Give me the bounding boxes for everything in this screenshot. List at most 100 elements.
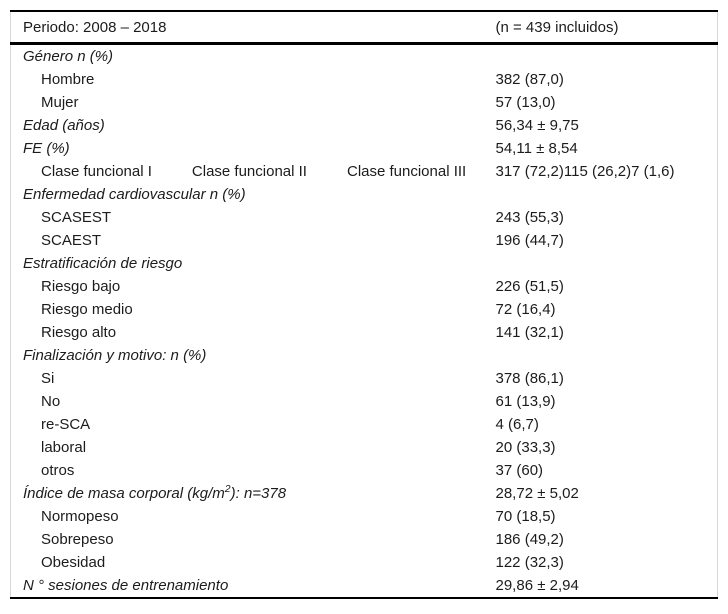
row-label-cell: Hombre <box>11 68 496 91</box>
table-row: Género n (%) <box>11 44 718 69</box>
table-row: Índice de masa corporal (kg/m2): n=378 28… <box>11 482 718 505</box>
row-label-cell: Riesgo medio <box>11 298 496 321</box>
row-label-cell: N ° sesiones de entrenamiento <box>11 574 496 598</box>
row-value-cell: 28,72 ± 5,02 <box>496 482 718 505</box>
table-row: SCASEST 243 (55,3) <box>11 206 718 229</box>
row-sublabel: Clase funcional I <box>41 163 152 180</box>
header-period-cell: Periodo: 2008 – 2018 <box>10 11 496 45</box>
row-label: Finalización y motivo: n (%) <box>23 347 207 364</box>
row-value-cell: 122 (32,3) <box>496 551 718 574</box>
row-value: 243 (55,3) <box>495 209 564 226</box>
row-value-cell: 226 (51,5) <box>496 275 718 298</box>
row-label-cell: Sobrepeso <box>11 528 496 551</box>
table-row: Enfermedad cardiovascular n (%) <box>11 183 718 206</box>
row-value-cell: 72 (16,4) <box>496 298 718 321</box>
table-row: otros 37 (60) <box>11 459 718 482</box>
patient-characteristics-table: Periodo: 2008 – 2018 (n = 439 incluidos)… <box>10 10 718 599</box>
table-row: No 61 (13,9) <box>11 390 718 413</box>
row-value: 226 (51,5) <box>495 278 564 295</box>
row-value: 70 (18,5) <box>495 508 556 525</box>
table-row: Obesidad 122 (32,3) <box>11 551 718 574</box>
row-value: 72 (16,4) <box>495 301 556 318</box>
row-label-cell: laboral <box>11 436 496 459</box>
row-value-cell: 56,34 ± 9,75 <box>496 114 718 137</box>
row-value-cell: 196 (44,7) <box>496 229 718 252</box>
row-label: otros <box>41 462 75 479</box>
row-value: 382 (87,0) <box>495 71 564 88</box>
row-label: Si <box>41 370 55 387</box>
row-label-cell: Estratificación de riesgo <box>11 252 496 275</box>
row-label-cell: Obesidad <box>11 551 496 574</box>
header-row: Periodo: 2008 – 2018 (n = 439 incluidos) <box>10 11 718 45</box>
row-label-cell: Si <box>11 367 496 390</box>
row-value: 29,86 ± 2,94 <box>495 577 579 594</box>
row-label: No <box>41 393 61 410</box>
table-row: Riesgo bajo 226 (51,5) <box>11 275 718 298</box>
row-value-cell: 61 (13,9) <box>496 390 718 413</box>
row-value: 4 (6,7) <box>495 416 539 433</box>
row-label: Normopeso <box>41 508 119 525</box>
table-row: Mujer 57 (13,0) <box>11 91 718 114</box>
row-label: SCASEST <box>41 209 112 226</box>
row-value: 28,72 ± 5,02 <box>495 485 579 502</box>
row-value-cell: 54,11 ± 8,54 <box>496 137 718 160</box>
row-value-cell: 20 (33,3) <box>496 436 718 459</box>
row-value: 37 (60) <box>495 462 544 479</box>
row-label-cell: SCASEST <box>11 206 496 229</box>
row-label: Mujer <box>41 94 79 111</box>
row-label-cell: Finalización y motivo: n (%) <box>11 344 496 367</box>
table-header: Periodo: 2008 – 2018 (n = 439 incluidos) <box>10 11 718 45</box>
row-value: 57 (13,0) <box>495 94 556 111</box>
row-label-cell: Riesgo bajo <box>11 275 496 298</box>
row-label-cell: Género n (%) <box>11 44 496 69</box>
table-row: Finalización y motivo: n (%) <box>11 344 718 367</box>
row-label-cell: Índice de masa corporal (kg/m2): n=378 <box>11 482 496 505</box>
row-label: Hombre <box>41 71 95 88</box>
row-value-cell <box>496 183 718 206</box>
table-row: SCAEST 196 (44,7) <box>11 229 718 252</box>
row-value-cell: 37 (60) <box>496 459 718 482</box>
row-value-cell <box>496 252 718 275</box>
row-label: Índice de masa corporal (kg/m <box>23 485 225 502</box>
row-value: 186 (49,2) <box>495 531 564 548</box>
row-value: 122 (32,3) <box>495 554 564 571</box>
row-label-cell: Mujer <box>11 91 496 114</box>
row-label: laboral <box>41 439 87 456</box>
row-label: Obesidad <box>41 554 106 571</box>
table-row: FE (%) 54,11 ± 8,54 <box>11 137 718 160</box>
table-row: re-SCA 4 (6,7) <box>11 413 718 436</box>
row-label-cell: Normopeso <box>11 505 496 528</box>
row-label-cell: Clase funcional I Clase funcional II Clase… <box>11 160 496 183</box>
row-label: SCAEST <box>41 232 102 249</box>
row-label-cell: Edad (años) <box>11 114 496 137</box>
row-value-cell <box>496 44 718 69</box>
table-row: Edad (años) 56,34 ± 9,75 <box>11 114 718 137</box>
row-label: FE (%) <box>23 140 70 157</box>
row-value-cell: 378 (86,1) <box>496 367 718 390</box>
table-row: Clase funcional I Clase funcional II Clase… <box>11 160 718 183</box>
table-row: Sobrepeso 186 (49,2) <box>11 528 718 551</box>
row-label-cell: re-SCA <box>11 413 496 436</box>
row-label-cell: Riesgo alto <box>11 321 496 344</box>
row-label: Riesgo bajo <box>41 278 121 295</box>
row-label-suffix: ): n=378 <box>230 485 287 502</box>
row-value-cell: 4 (6,7) <box>496 413 718 436</box>
table-row: Si 378 (86,1) <box>11 367 718 390</box>
row-value-cell: 317 (72,2)115 (26,2)7 (1,6) <box>496 160 718 183</box>
row-value-cell <box>496 344 718 367</box>
row-label-cell: SCAEST <box>11 229 496 252</box>
row-label-superscript: 2 <box>224 483 231 495</box>
row-label: N ° sesiones de entrenamiento <box>23 577 229 594</box>
row-value-cell: 57 (13,0) <box>496 91 718 114</box>
row-label: re-SCA <box>41 416 91 433</box>
row-value-cell: 382 (87,0) <box>496 68 718 91</box>
row-value: 196 (44,7) <box>495 232 564 249</box>
table-row: Estratificación de riesgo <box>11 252 718 275</box>
row-label: Riesgo medio <box>41 301 133 318</box>
row-label-cell: No <box>11 390 496 413</box>
table-row: N ° sesiones de entrenamiento 29,86 ± 2,9… <box>11 574 718 598</box>
table-row: Riesgo medio 72 (16,4) <box>11 298 718 321</box>
row-value: 378 (86,1) <box>495 370 564 387</box>
header-n-included-label: (n = 439 incluidos) <box>495 18 619 36</box>
